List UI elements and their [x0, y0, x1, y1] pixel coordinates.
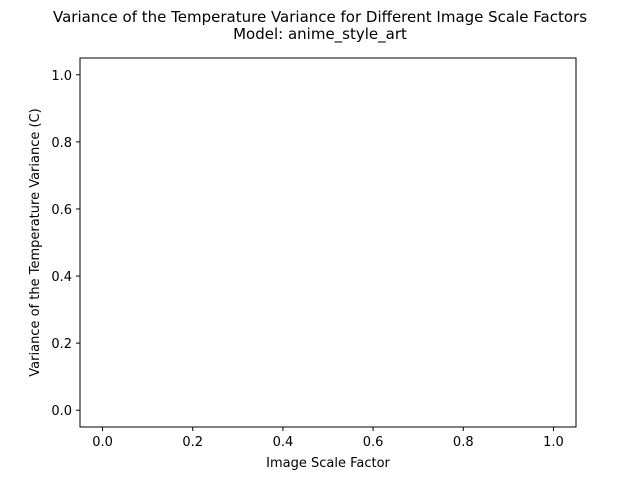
x-tick-label: 0.2	[182, 435, 203, 450]
x-tick-label: 1.0	[543, 435, 564, 450]
axis-ticks: 0.0 0.2 0.4 0.6 0.8 1.0 0.0 0.2 0.4 0.6 0.8 1.0	[51, 69, 563, 450]
plot-area-frame	[79, 57, 577, 428]
chart-title: Variance of the Temperature Variance for…	[53, 8, 587, 26]
x-axis-label: Image Scale Factor	[266, 456, 390, 471]
x-tick-label: 0.0	[92, 435, 113, 450]
x-tick-label: 0.6	[363, 435, 384, 450]
y-tick-label: 0.6	[51, 203, 72, 218]
y-tick-label: 0.0	[51, 404, 72, 419]
chart-subtitle: Model: anime_style_art	[233, 25, 407, 44]
y-axis-label: Variance of the Temperature Variance (C)	[28, 108, 43, 376]
x-tick-label: 0.4	[273, 435, 294, 450]
y-tick-label: 0.4	[51, 270, 72, 285]
y-tick-label: 1.0	[51, 69, 72, 84]
x-tick-label: 0.8	[453, 435, 474, 450]
y-tick-label: 0.8	[51, 136, 72, 151]
y-tick-label: 0.2	[51, 337, 72, 352]
